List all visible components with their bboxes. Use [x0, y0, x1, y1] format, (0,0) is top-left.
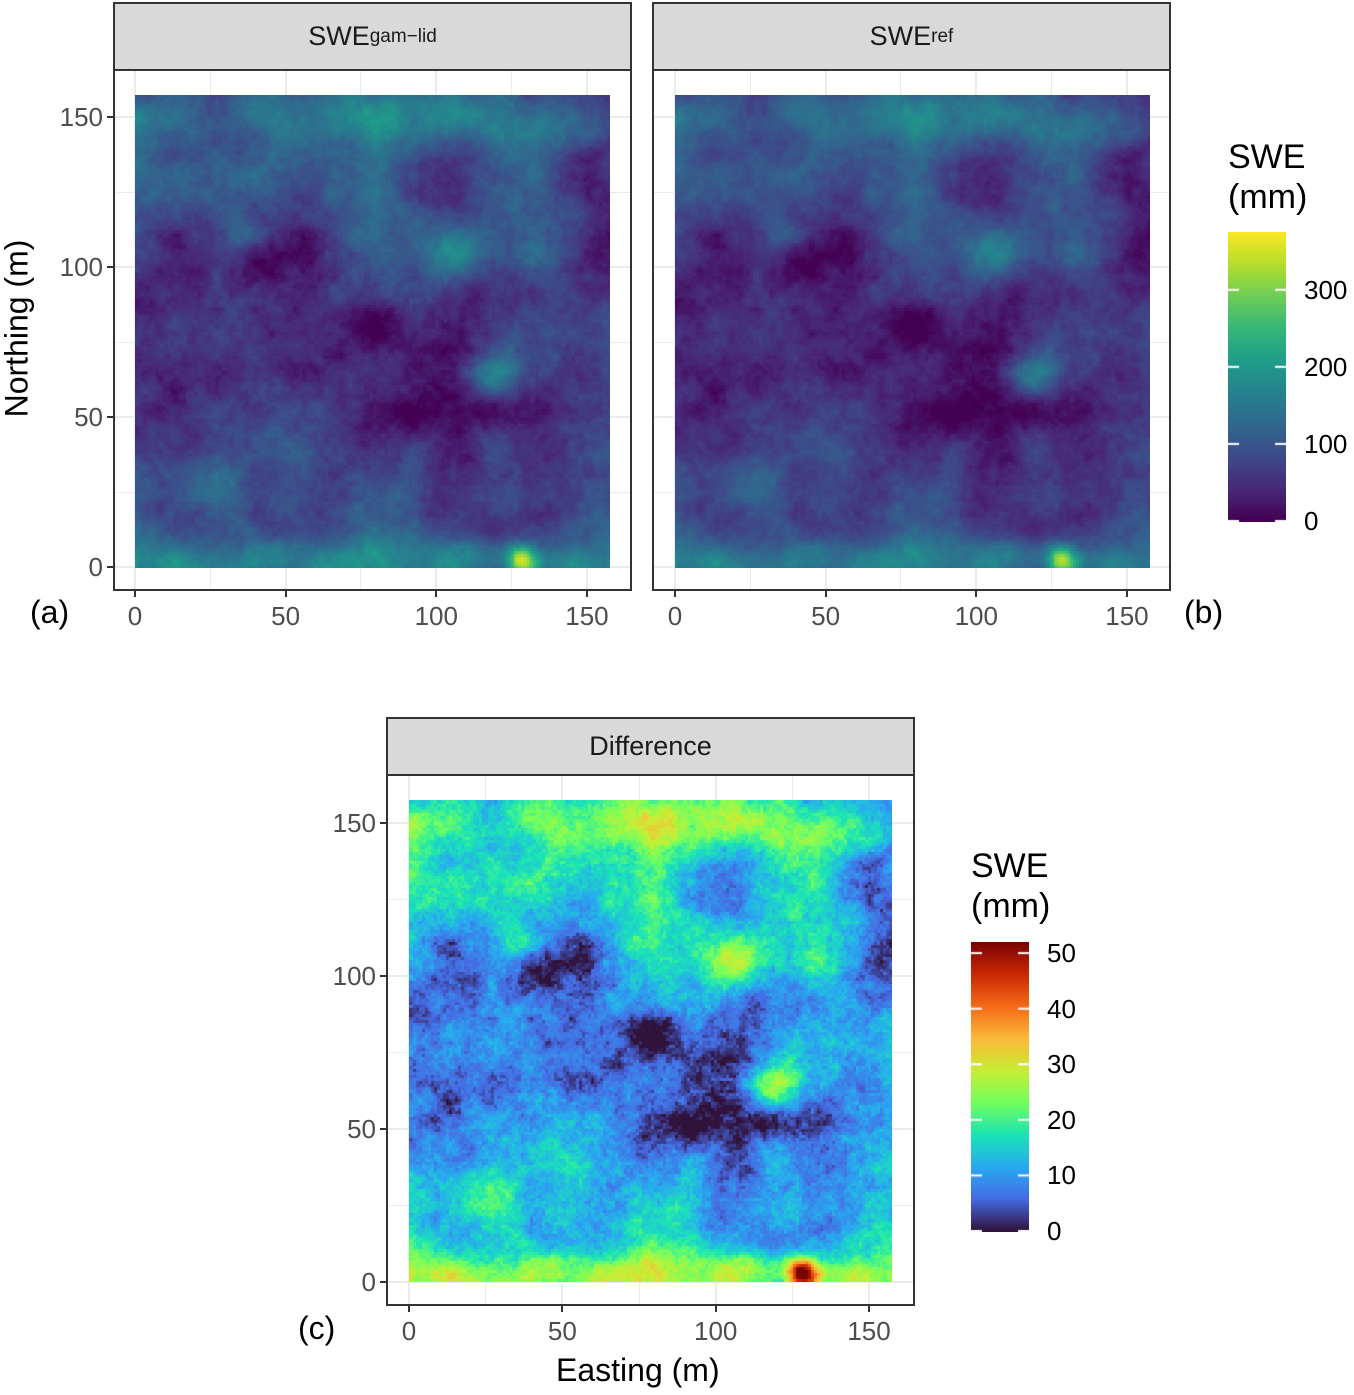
y-tick-label: 100 — [332, 961, 376, 991]
y-tick-label: 150 — [332, 808, 376, 838]
strip-swe-gam-lid: SWE gam−lid — [113, 2, 632, 71]
y-tick — [380, 975, 386, 977]
x-tick — [868, 1306, 871, 1312]
legend-title-line1: SWE — [1228, 138, 1306, 176]
x-tick — [824, 591, 827, 597]
y-tick — [380, 1281, 386, 1283]
y-axis-title-top: Northing (m) — [0, 239, 35, 418]
legend-top-title: SWE (mm) — [1228, 137, 1307, 217]
x-tick — [1125, 591, 1128, 597]
x-tick — [134, 591, 136, 597]
legend-tick-label: 200 — [1304, 351, 1348, 382]
legend-tick-label: 40 — [1047, 993, 1076, 1024]
y-tick — [380, 1128, 386, 1130]
legend-tick-label: 0 — [1304, 506, 1319, 536]
strip-title-sub: ref — [931, 25, 954, 47]
legend-tick-label: 0 — [1047, 1216, 1062, 1246]
legend-title-line1: SWE — [971, 847, 1049, 885]
strip-swe-ref: SWE ref — [652, 2, 1171, 71]
y-tick-label: 100 — [59, 252, 103, 282]
y-tick — [107, 416, 113, 418]
x-tick — [561, 1306, 564, 1312]
x-tick-label: 50 — [811, 601, 841, 631]
x-tick — [975, 591, 978, 597]
panel-label-b: (b) — [1184, 594, 1224, 630]
legend-tick-label: 300 — [1304, 274, 1348, 305]
legend-tick-label: 100 — [1304, 428, 1348, 459]
x-tick — [435, 591, 438, 597]
legend-tick-label: 20 — [1047, 1104, 1076, 1135]
heatmap-raster — [409, 800, 892, 1283]
heatmap-raster — [135, 94, 610, 568]
y-tick — [107, 566, 113, 568]
strip-title-main: Difference — [589, 731, 712, 761]
x-axis-title: Easting (m) — [556, 1352, 720, 1388]
x-tick — [714, 1306, 717, 1312]
x-tick — [674, 591, 676, 597]
y-tick-label: 0 — [361, 1267, 376, 1297]
y-tick-label: 150 — [59, 102, 103, 132]
legend-title-line2: (mm) — [971, 887, 1051, 925]
y-tick-label: 50 — [74, 402, 103, 432]
heatmap-raster — [675, 94, 1150, 568]
x-tick — [585, 591, 588, 597]
y-tick — [107, 266, 113, 268]
x-tick-label: 100 — [414, 601, 458, 631]
x-tick — [284, 591, 287, 597]
x-tick-label: 0 — [127, 601, 143, 631]
legend-bottom-colorbar — [971, 942, 1029, 1232]
x-tick-label: 150 — [1105, 601, 1149, 631]
legend-bottom-title: SWE (mm) — [971, 846, 1050, 926]
x-tick-label: 100 — [954, 601, 998, 631]
panel-label-a: (a) — [30, 594, 70, 630]
strip-difference: Difference — [386, 717, 915, 776]
y-tick-label: 0 — [88, 552, 103, 582]
legend-tick-label: 50 — [1047, 938, 1076, 969]
legend-top-colorbar — [1228, 232, 1286, 522]
x-tick-label: 100 — [693, 1316, 738, 1346]
x-tick-label: 0 — [667, 601, 683, 631]
strip-title-main: SWE — [869, 21, 932, 51]
legend-tick-label: 10 — [1047, 1160, 1076, 1191]
legend-title-line2: (mm) — [1228, 178, 1308, 216]
legend-tick-label: 30 — [1047, 1049, 1076, 1080]
strip-title-main: SWE — [308, 21, 370, 51]
strip-title-sub: gam−lid — [369, 25, 437, 47]
y-tick-label: 50 — [347, 1114, 376, 1144]
x-tick — [408, 1306, 410, 1312]
y-tick — [107, 116, 113, 118]
x-tick-label: 50 — [271, 601, 301, 631]
x-tick-label: 50 — [547, 1316, 577, 1346]
y-tick — [380, 822, 386, 824]
x-tick-label: 0 — [401, 1316, 417, 1346]
x-tick-label: 150 — [847, 1316, 891, 1346]
x-tick-label: 150 — [565, 601, 609, 631]
panel-label-c: (c) — [298, 1310, 336, 1346]
